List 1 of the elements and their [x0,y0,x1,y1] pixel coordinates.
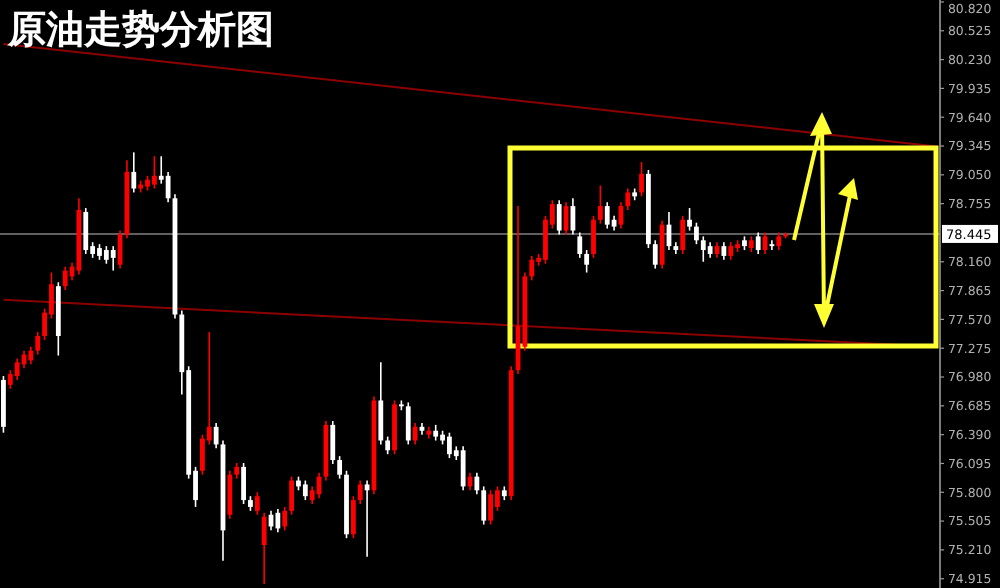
chart-title: 原油走势分析图 [6,8,274,52]
